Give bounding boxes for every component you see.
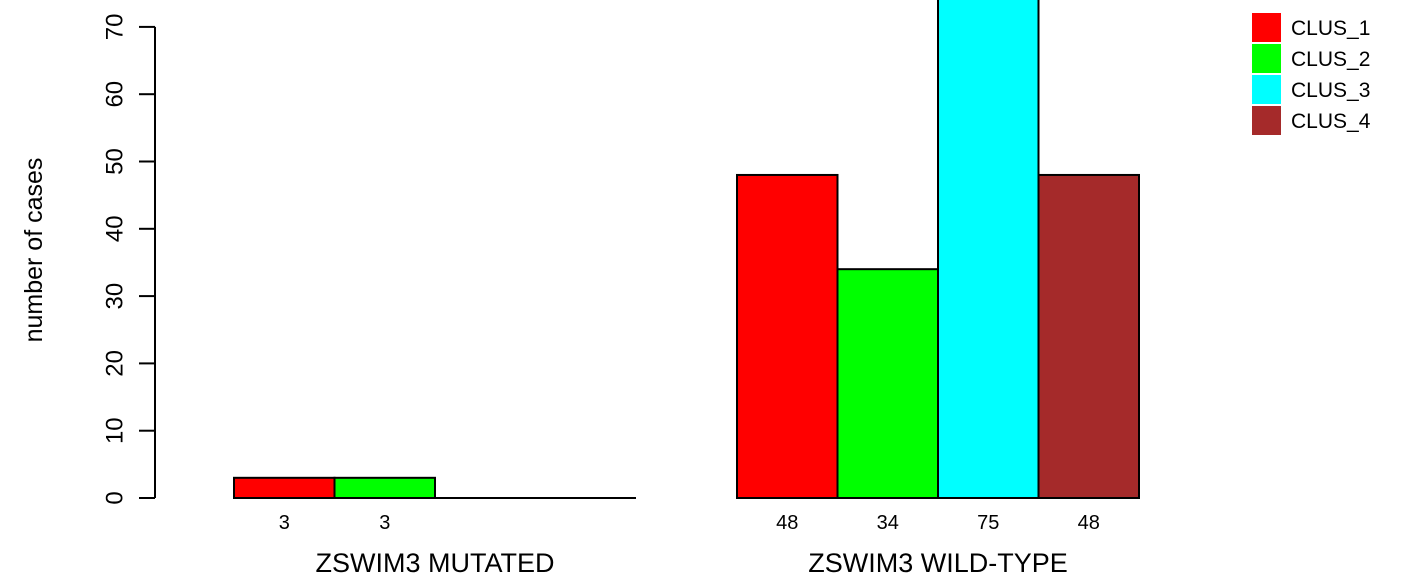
legend-label: CLUS_4 <box>1291 110 1371 133</box>
legend-swatch <box>1252 106 1281 135</box>
y-tick-label: 70 <box>101 14 128 41</box>
bar-group: 3 3 ZSWIM3 MUTATED <box>233 476 636 578</box>
legend-label: CLUS_3 <box>1291 79 1370 102</box>
group-label: ZSWIM3 WILD-TYPE <box>808 548 1068 578</box>
legend-item: CLUS_2 <box>1252 44 1370 73</box>
bar <box>333 476 436 499</box>
bar-value-label: 3 <box>279 512 290 534</box>
bars: 3 3 ZSWIM3 MUTATED 48 34 75 48 ZSWIM3 WILD-TYPE <box>233 0 1140 578</box>
y-axis: 0 10 20 30 40 50 60 70 <box>101 14 156 505</box>
y-tick-label: 20 <box>101 350 128 377</box>
legend-item: CLUS_1 <box>1252 13 1370 42</box>
legend-label: CLUS_1 <box>1291 17 1370 40</box>
y-tick-label: 50 <box>101 148 128 175</box>
y-axis-label: number of cases <box>20 158 48 343</box>
bar <box>937 0 1040 499</box>
bar-value-label: 34 <box>877 512 899 534</box>
bar <box>233 476 336 499</box>
y-tick-label: 10 <box>101 417 128 444</box>
legend-item: CLUS_3 <box>1252 75 1370 104</box>
bar-value-label: 48 <box>776 512 798 534</box>
bar <box>1037 173 1140 500</box>
bar-value-label: 3 <box>379 512 390 534</box>
y-tick-label: 40 <box>101 215 128 242</box>
group-label: ZSWIM3 MUTATED <box>316 548 555 578</box>
bar <box>836 268 939 499</box>
y-tick-label: 60 <box>101 81 128 108</box>
legend: CLUS_1 CLUS_2 CLUS_3 CLUS_4 <box>1252 13 1371 135</box>
bar-value-label: 75 <box>977 512 999 534</box>
legend-swatch <box>1252 75 1281 104</box>
legend-label: CLUS_2 <box>1291 48 1370 71</box>
y-tick-label: 0 <box>101 491 128 504</box>
y-tick-label: 30 <box>101 283 128 310</box>
legend-item: CLUS_4 <box>1252 106 1371 135</box>
bar-value-label: 48 <box>1078 512 1100 534</box>
bar-group: 48 34 75 48 ZSWIM3 WILD-TYPE <box>736 0 1140 578</box>
bar <box>736 173 839 500</box>
legend-swatch <box>1252 44 1281 73</box>
legend-swatch <box>1252 13 1281 42</box>
